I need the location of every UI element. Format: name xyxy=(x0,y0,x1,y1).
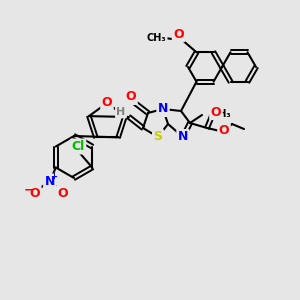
Text: H: H xyxy=(116,107,126,117)
Text: O: O xyxy=(211,106,221,118)
Text: O: O xyxy=(58,187,68,200)
Text: O: O xyxy=(126,91,136,103)
Text: S: S xyxy=(154,130,163,143)
Text: Cl: Cl xyxy=(72,140,85,153)
Text: CH₃: CH₃ xyxy=(147,33,166,43)
Text: O: O xyxy=(29,187,40,200)
Text: −: − xyxy=(24,184,34,197)
Text: N: N xyxy=(178,130,188,143)
Text: O: O xyxy=(219,124,229,137)
Text: O: O xyxy=(173,28,184,41)
Text: O: O xyxy=(102,97,112,110)
Text: CH₃: CH₃ xyxy=(211,109,231,119)
Text: N: N xyxy=(45,175,55,188)
Text: N: N xyxy=(158,103,168,116)
Text: +: + xyxy=(50,172,57,181)
